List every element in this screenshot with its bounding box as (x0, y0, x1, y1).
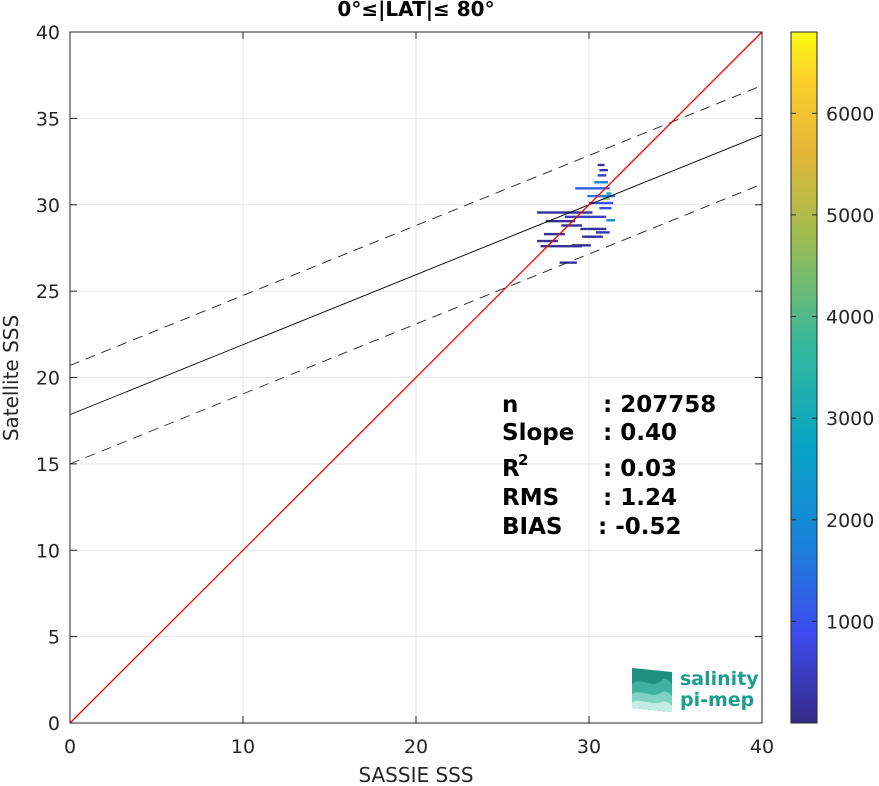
reference-lines (69, 31, 763, 724)
x-tick-label: 10 (231, 736, 255, 758)
data-point (597, 174, 607, 177)
data-point (599, 207, 612, 210)
stat-value: : -0.52 (598, 514, 682, 540)
x-tick-label: 40 (750, 736, 774, 758)
stat-value: : 0.40 (603, 420, 677, 446)
data-point (606, 192, 612, 195)
data-point (571, 244, 591, 247)
data-point (545, 219, 576, 223)
chart-title: 0°≤|LAT|≤ 80° (337, 0, 494, 21)
axis-ticks: 0 10 20 30 40 0 5 10 15 20 25 30 35 40 (36, 22, 774, 758)
data-point (594, 181, 609, 184)
x-tick-label: 30 (577, 736, 601, 758)
data-point (540, 245, 583, 248)
data-point (595, 231, 610, 234)
data-point (559, 261, 577, 264)
data-point (561, 224, 583, 227)
data-point (580, 227, 607, 231)
data-point (564, 215, 607, 219)
data-point (597, 163, 605, 167)
colorbar-tick-label: 1000 (826, 611, 874, 633)
colorbar-tick-label: 4000 (826, 307, 874, 329)
logo-wave-icon (632, 668, 672, 712)
data-point (537, 211, 593, 214)
data-point (582, 235, 603, 238)
colorbar-tick-label: 3000 (826, 408, 874, 430)
y-tick-label: 10 (36, 540, 60, 562)
x-axis-label: SASSIE SSS (358, 763, 473, 786)
data-point (544, 232, 565, 236)
envelope-dashed-line (69, 85, 763, 366)
stat-value: : 0.03 (603, 456, 677, 482)
one-to-one-line (69, 31, 763, 724)
data-density-layer (537, 163, 615, 264)
y-tick-label: 40 (36, 22, 60, 44)
stat-label: n (502, 392, 518, 418)
data-point (602, 197, 610, 200)
y-tick-label: 35 (36, 108, 60, 130)
salinity-pi-mep-logo: salinity pi-mep (632, 668, 759, 712)
y-tick-label: 5 (48, 627, 60, 649)
regression-line (69, 134, 763, 416)
stats-block: n : 207758 Slope : 0.40 R2 : 0.03 RMS : 1.24 BIA… (502, 392, 716, 540)
logo-text-pimep: pi-mep (680, 689, 754, 711)
stat-label-superscript: 2 (518, 451, 528, 469)
colorbar: 1000 2000 3000 4000 5000 6000 (790, 31, 874, 724)
stat-value: : 1.24 (603, 485, 677, 511)
y-tick-label: 0 (48, 713, 60, 735)
colorbar-tick-label: 5000 (826, 205, 874, 227)
x-tick-label: 20 (404, 736, 428, 758)
y-tick-label: 30 (36, 195, 60, 217)
stat-value: : 207758 (603, 392, 716, 418)
data-point (537, 239, 558, 243)
logo-text-salinity: salinity (680, 668, 759, 690)
data-point (606, 219, 615, 222)
stat-label: R (502, 456, 520, 482)
envelope-dashed-line (69, 183, 763, 465)
data-point (575, 187, 610, 190)
x-tick-label: 0 (64, 736, 76, 758)
y-tick-label: 15 (36, 454, 60, 476)
stat-label: BIAS (502, 514, 562, 540)
data-point (599, 169, 609, 172)
data-point (589, 201, 614, 205)
colorbar-gradient (790, 31, 818, 724)
y-tick-label: 20 (36, 368, 60, 390)
stat-label: Slope (502, 420, 574, 446)
colorbar-tick-label: 6000 (826, 103, 874, 125)
colorbar-tick-label: 2000 (826, 510, 874, 532)
y-axis-label: Satellite SSS (0, 315, 23, 441)
stat-label: RMS (502, 485, 559, 511)
data-point (587, 194, 615, 198)
y-tick-label: 25 (36, 281, 60, 303)
